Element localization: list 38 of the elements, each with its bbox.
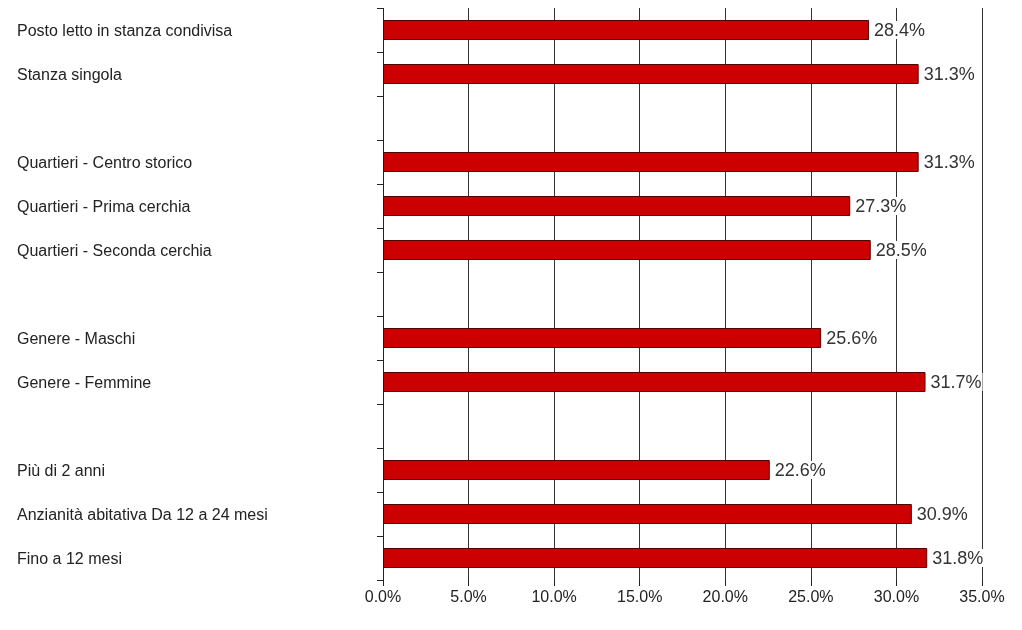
y-tick-label: Stanza singola: [17, 65, 123, 83]
bar: [383, 152, 919, 172]
data-label: 31.8%: [932, 548, 984, 568]
bar: [383, 504, 912, 524]
x-tick-label: 30.0%: [873, 587, 920, 605]
x-tick-label: 0.0%: [364, 587, 402, 605]
y-tick-label: Quartieri - Seconda cerchia: [17, 241, 212, 259]
bar: [383, 460, 770, 480]
bar: [383, 240, 871, 260]
y-tick-label: Anzianità abitativa Da 12 a 24 mesi: [17, 505, 268, 523]
x-tick-label: 25.0%: [788, 587, 834, 605]
y-tick-label: Posto letto in stanza condivisa: [17, 21, 233, 39]
bar: [383, 372, 926, 392]
data-label: 30.9%: [916, 504, 968, 524]
y-tick-label: Genere - Maschi: [17, 329, 136, 347]
data-label: 25.6%: [826, 328, 878, 348]
x-tick-label: 35.0%: [959, 587, 1005, 605]
bar: [383, 64, 919, 84]
y-tick-label: Quartieri - Prima cerchia: [17, 197, 191, 215]
data-label: 31.7%: [930, 372, 982, 392]
bar: [383, 328, 822, 348]
y-tick-label: Più di 2 anni: [17, 461, 106, 479]
y-tick-label: Quartieri - Centro storico: [17, 153, 193, 171]
data-label: 22.6%: [774, 460, 826, 480]
bar: [383, 20, 870, 40]
x-tick-label: 5.0%: [450, 587, 487, 605]
x-tick-label: 10.0%: [531, 587, 577, 605]
data-label: 31.3%: [923, 64, 975, 84]
data-label: 31.3%: [923, 152, 975, 172]
data-label: 28.4%: [874, 20, 926, 40]
x-tick-label: 15.0%: [617, 587, 663, 605]
bar: [383, 548, 928, 568]
y-tick-label: Fino a 12 mesi: [17, 549, 122, 567]
y-tick-label: Genere - Femmine: [17, 373, 152, 391]
bar: [383, 196, 851, 216]
data-label: 27.3%: [855, 196, 907, 216]
data-label: 28.5%: [875, 240, 927, 260]
x-tick-label: 20.0%: [702, 587, 748, 605]
